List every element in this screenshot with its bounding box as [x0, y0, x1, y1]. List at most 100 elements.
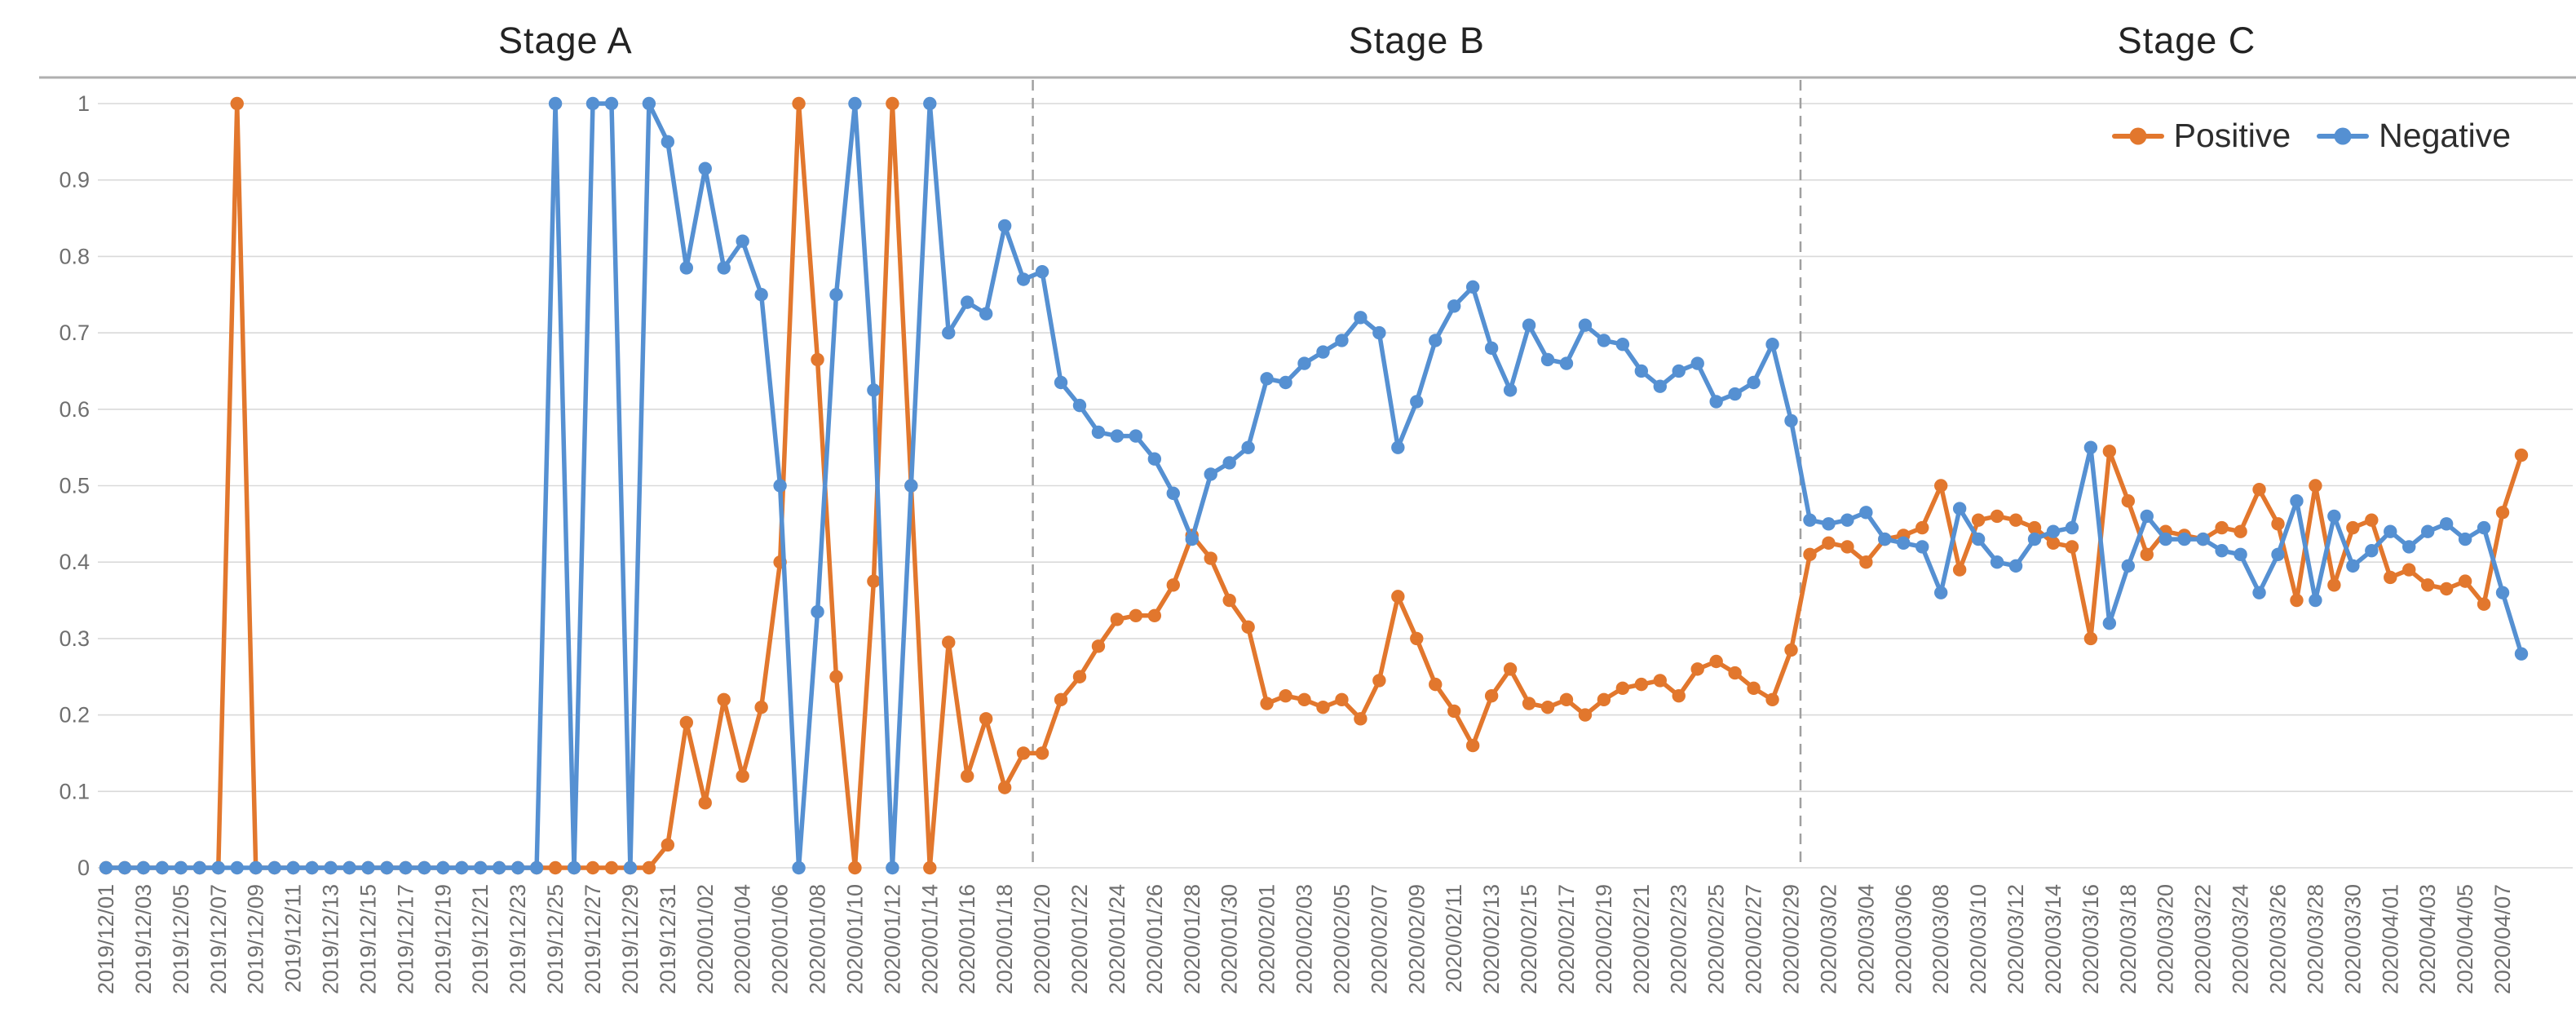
x-tick-label: 2020/02/15 — [1517, 884, 1541, 994]
data-point-negative — [230, 860, 244, 875]
data-point-negative — [867, 383, 881, 397]
data-point-negative — [1634, 364, 1649, 378]
data-point-positive — [1035, 746, 1049, 760]
data-point-negative — [961, 295, 974, 309]
x-tick-label: 2019/12/03 — [131, 884, 156, 994]
data-point-positive — [1447, 704, 1461, 719]
data-point-negative — [2327, 509, 2341, 524]
data-point-negative — [2215, 543, 2229, 558]
x-tick-label: 2019/12/07 — [206, 884, 231, 994]
x-tick-label: 2020/01/20 — [1030, 884, 1054, 994]
data-point-negative — [567, 860, 581, 875]
data-point-negative — [2121, 559, 2136, 573]
x-tick-label: 2020/04/07 — [2490, 884, 2515, 994]
data-point-positive — [2234, 524, 2247, 538]
y-tick-label: 0.3 — [59, 626, 90, 651]
data-point-positive — [754, 701, 768, 714]
data-point-positive — [1166, 578, 1180, 592]
data-point-negative — [2008, 559, 2023, 573]
data-point-negative — [1054, 375, 1068, 390]
data-point-negative — [1915, 540, 1929, 554]
data-point-negative — [773, 479, 787, 493]
x-tick-label: 2019/12/29 — [618, 884, 643, 994]
x-tick-label: 2019/12/01 — [94, 884, 118, 994]
data-point-negative — [1410, 395, 1424, 409]
data-point-positive — [642, 860, 656, 875]
data-point-negative — [1447, 299, 1461, 313]
data-point-negative — [1597, 334, 1611, 347]
x-tick-label: 2020/03/30 — [2340, 884, 2365, 994]
x-tick-label: 2020/01/10 — [842, 884, 867, 994]
data-point-positive — [604, 860, 619, 875]
data-point-positive — [1241, 620, 1255, 635]
data-point-positive — [1054, 692, 1068, 707]
data-point-positive — [2402, 563, 2416, 577]
data-point-negative — [342, 860, 356, 875]
data-point-negative — [174, 860, 188, 875]
data-point-negative — [2495, 586, 2510, 599]
data-point-negative — [585, 96, 600, 111]
data-point-negative — [1185, 532, 1199, 546]
x-tick-label: 2020/02/27 — [1742, 884, 1766, 994]
x-tick-label: 2019/12/21 — [468, 884, 493, 994]
data-point-positive — [2514, 448, 2529, 462]
x-tick-label: 2020/03/24 — [2229, 884, 2253, 994]
data-point-positive — [1859, 555, 1873, 569]
data-point-negative — [1110, 429, 1125, 443]
x-tick-label: 2020/03/22 — [2191, 884, 2216, 994]
data-point-negative — [2252, 586, 2266, 599]
data-point-negative — [1147, 452, 1162, 466]
data-point-positive — [942, 635, 956, 649]
data-point-negative — [1765, 337, 1779, 352]
positive-series-marker-icon — [2111, 127, 2164, 144]
data-point-negative — [1747, 375, 1761, 390]
data-point-positive — [1016, 746, 1031, 760]
data-point-negative — [792, 860, 806, 875]
data-point-positive — [736, 769, 749, 783]
x-tick-label: 2020/04/01 — [2378, 884, 2402, 994]
data-point-positive — [2252, 482, 2266, 497]
data-point-positive — [2384, 570, 2397, 585]
x-tick-label: 2020/01/08 — [806, 884, 830, 994]
data-point-negative — [211, 860, 225, 875]
data-point-positive — [2271, 517, 2285, 531]
data-point-negative — [1971, 532, 1986, 546]
data-point-positive — [2027, 520, 2042, 535]
data-point-positive — [886, 96, 899, 111]
negative-series-marker-icon — [2317, 127, 2370, 144]
data-point-negative — [2384, 524, 2397, 538]
data-point-positive — [1522, 697, 1536, 710]
y-tick-label: 0.9 — [59, 168, 90, 192]
x-tick-label: 2020/02/03 — [1292, 884, 1317, 994]
data-point-negative — [192, 860, 207, 875]
legend-item-positive: Positive — [2111, 117, 2291, 155]
data-point-negative — [923, 96, 937, 111]
data-point-positive — [1597, 692, 1611, 707]
data-point-positive — [1465, 738, 1480, 753]
data-point-negative — [1016, 272, 1031, 286]
x-tick-label: 2019/12/31 — [656, 884, 680, 994]
data-point-positive — [698, 796, 712, 810]
x-tick-label: 2020/03/08 — [1929, 884, 1953, 994]
data-point-negative — [1391, 440, 1405, 454]
data-point-positive — [1653, 674, 1667, 688]
data-point-negative — [2083, 440, 2098, 454]
x-tick-label: 2020/02/23 — [1667, 884, 1691, 994]
data-point-negative — [474, 860, 488, 875]
data-point-negative — [1241, 440, 1255, 454]
x-tick-label: 2020/03/20 — [2154, 884, 2178, 994]
data-point-negative — [136, 860, 151, 875]
data-point-positive — [867, 574, 881, 588]
x-tick-label: 2020/02/01 — [1255, 884, 1279, 994]
positive-marker-dot-icon — [2129, 127, 2147, 144]
data-point-negative — [2458, 532, 2472, 546]
data-point-negative — [1166, 486, 1180, 501]
x-tick-label: 2020/03/28 — [2303, 884, 2327, 994]
data-point-negative — [2402, 540, 2416, 554]
data-point-negative — [492, 860, 506, 875]
data-point-negative — [1990, 555, 2004, 569]
data-point-negative — [1559, 356, 1574, 370]
data-point-negative — [1335, 334, 1349, 347]
